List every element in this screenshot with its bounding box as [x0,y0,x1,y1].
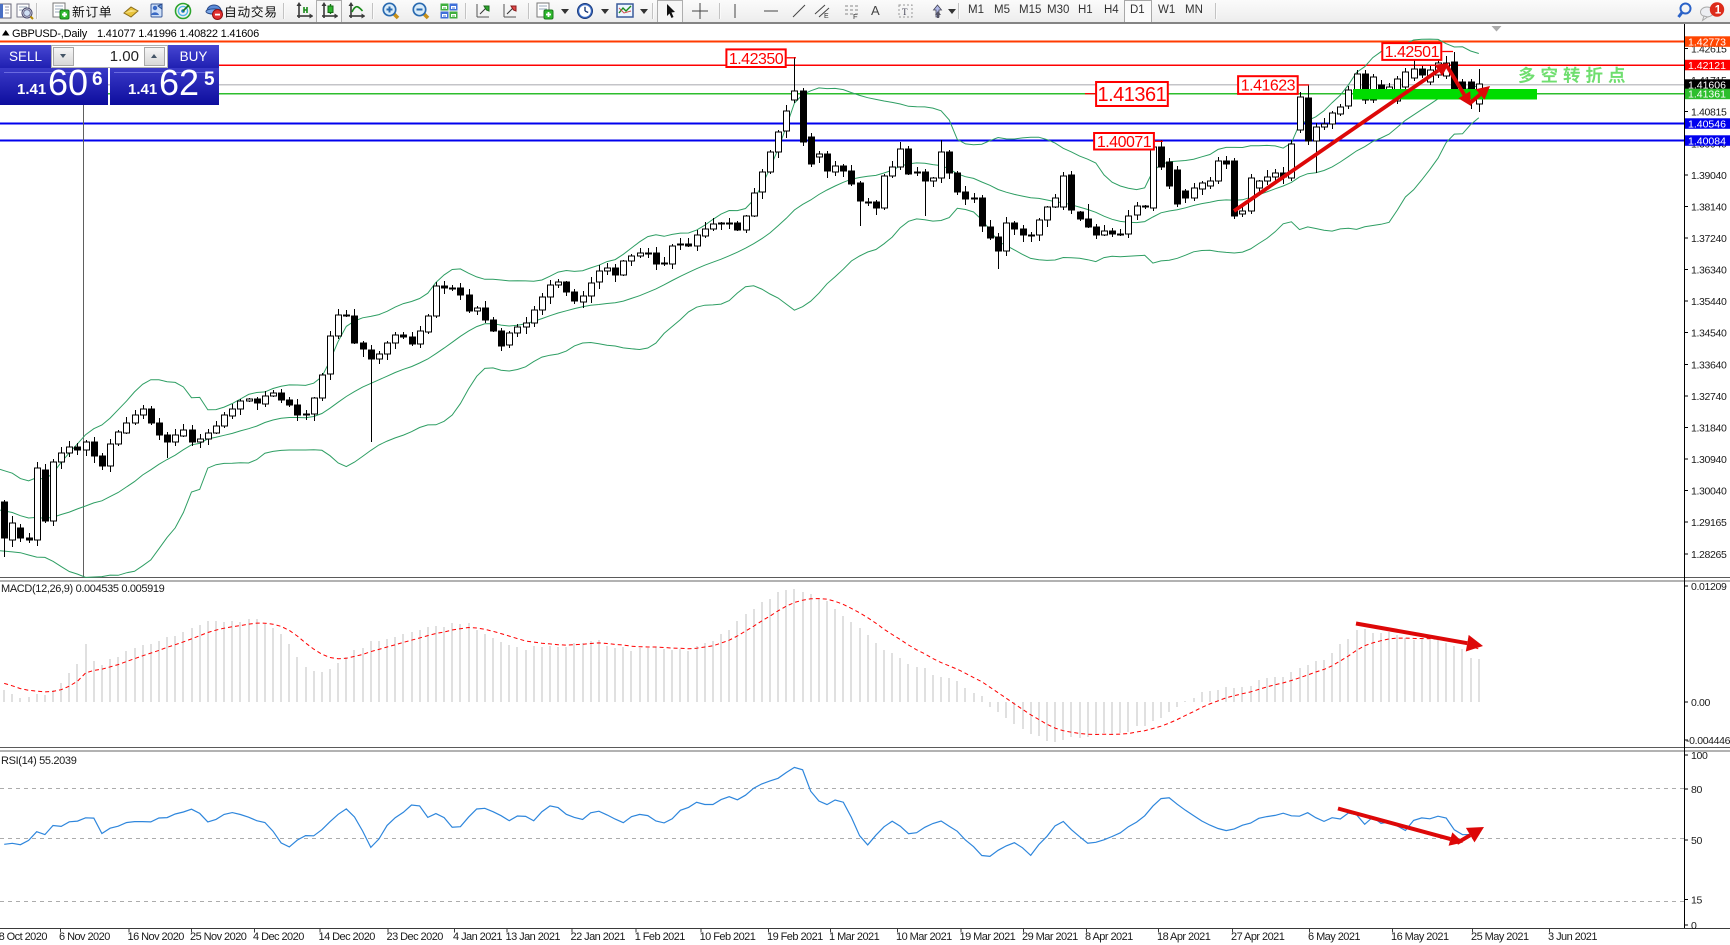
svg-text:1.29165: 1.29165 [1691,517,1727,529]
svg-text:1.36340: 1.36340 [1691,265,1727,277]
svg-text:4 Jan 2021: 4 Jan 2021 [453,931,502,943]
svg-text:F: F [853,12,858,20]
svg-text:1 Mar 2021: 1 Mar 2021 [829,931,880,943]
svg-text:0.00: 0.00 [1691,697,1711,709]
svg-text:E: E [824,13,829,20]
svg-text:3 Jun 2021: 3 Jun 2021 [1548,931,1597,943]
svg-text:1 Feb 2021: 1 Feb 2021 [635,931,686,943]
svg-text:1.30940: 1.30940 [1691,454,1727,466]
svg-text:15: 15 [1691,895,1702,907]
svg-text:1.39040: 1.39040 [1691,170,1727,182]
svg-text:1.42501: 1.42501 [1385,44,1440,61]
svg-text:8 Apr 2021: 8 Apr 2021 [1085,931,1133,943]
svg-text:27 Apr 2021: 27 Apr 2021 [1231,931,1285,943]
svg-text:4 Dec 2020: 4 Dec 2020 [253,931,304,943]
svg-text:10 Mar 2021: 10 Mar 2021 [896,931,952,943]
svg-text:10 Feb 2021: 10 Feb 2021 [700,931,756,943]
svg-text:1.35440: 1.35440 [1691,296,1727,308]
svg-text:1.42773: 1.42773 [1688,36,1726,48]
svg-text:1.40546: 1.40546 [1688,118,1726,130]
svg-text:1.42121: 1.42121 [1688,60,1726,72]
svg-text:22 Jan 2021: 22 Jan 2021 [571,931,626,943]
svg-text:50: 50 [1691,835,1702,847]
svg-text:1.41077 1.41996 1.40822 1.4160: 1.41077 1.41996 1.40822 1.41606 [97,28,259,40]
svg-text:0: 0 [1691,920,1697,932]
svg-text:1.31840: 1.31840 [1691,423,1727,435]
svg-text:19 Feb 2021: 19 Feb 2021 [767,931,823,943]
svg-text:29 Mar 2021: 29 Mar 2021 [1022,931,1078,943]
svg-text:MACD(12,26,9) 0.004535 0.00591: MACD(12,26,9) 0.004535 0.005919 [1,583,165,595]
svg-text:GBPUSD-,Daily: GBPUSD-,Daily [12,28,88,40]
svg-text:18 Apr 2021: 18 Apr 2021 [1157,931,1211,943]
svg-text:1.33640: 1.33640 [1691,359,1727,371]
svg-text:1.38140: 1.38140 [1691,201,1727,213]
svg-text:T: T [902,7,908,17]
svg-text:25 Nov 2020: 25 Nov 2020 [190,931,247,943]
svg-text:1.28265: 1.28265 [1691,549,1727,561]
svg-text:0.01209: 0.01209 [1691,581,1727,593]
svg-text:1.34540: 1.34540 [1691,328,1727,340]
svg-text:1.37240: 1.37240 [1691,233,1727,245]
svg-text:1.40084: 1.40084 [1688,135,1726,147]
svg-text:1.41623: 1.41623 [1241,78,1296,95]
svg-text:1.32740: 1.32740 [1691,391,1727,403]
svg-text:1.41361: 1.41361 [1098,84,1167,106]
svg-text:RSI(14) 55.2039: RSI(14) 55.2039 [1,755,77,767]
svg-text:1: 1 [1715,5,1722,17]
svg-text:13 Jan 2021: 13 Jan 2021 [506,931,561,943]
svg-text:1.41606: 1.41606 [1688,79,1726,91]
svg-text:23 Dec 2020: 23 Dec 2020 [387,931,444,943]
svg-text:28 Oct 2020: 28 Oct 2020 [0,931,47,943]
svg-text:1.41361: 1.41361 [1688,89,1726,101]
svg-text:6 Nov 2020: 6 Nov 2020 [59,931,110,943]
svg-text:6 May 2021: 6 May 2021 [1308,931,1360,943]
svg-text:1.40815: 1.40815 [1691,107,1727,119]
svg-text:14 Dec 2020: 14 Dec 2020 [319,931,376,943]
svg-text:1.42350: 1.42350 [729,51,784,68]
svg-text:25 May 2021: 25 May 2021 [1471,931,1529,943]
svg-text:-0.004446: -0.004446 [1686,735,1730,747]
svg-text:1.30040: 1.30040 [1691,486,1727,498]
svg-text:1.40071: 1.40071 [1097,134,1152,151]
svg-text:16 Nov 2020: 16 Nov 2020 [128,931,185,943]
svg-text:19 Mar 2021: 19 Mar 2021 [960,931,1016,943]
svg-text:80: 80 [1691,784,1702,796]
svg-text:100: 100 [1691,750,1708,762]
svg-text:16 May 2021: 16 May 2021 [1391,931,1449,943]
